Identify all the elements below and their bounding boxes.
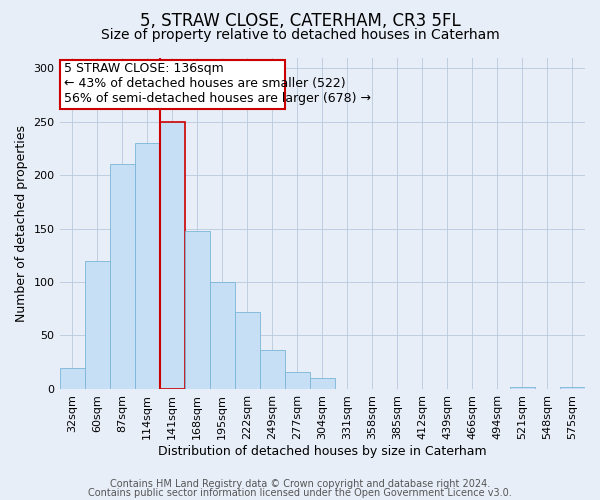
Text: 56% of semi-detached houses are larger (678) →: 56% of semi-detached houses are larger (…	[64, 92, 371, 104]
Bar	[185, 230, 209, 389]
Bar	[260, 350, 285, 389]
FancyBboxPatch shape	[60, 60, 285, 109]
Bar	[110, 164, 134, 389]
Bar	[160, 122, 185, 389]
Text: ← 43% of detached houses are smaller (522): ← 43% of detached houses are smaller (52…	[64, 76, 346, 90]
Bar	[560, 387, 585, 389]
Y-axis label: Number of detached properties: Number of detached properties	[15, 124, 28, 322]
Bar	[510, 387, 535, 389]
Text: Contains public sector information licensed under the Open Government Licence v3: Contains public sector information licen…	[88, 488, 512, 498]
X-axis label: Distribution of detached houses by size in Caterham: Distribution of detached houses by size …	[158, 444, 487, 458]
Bar	[59, 368, 85, 389]
Bar	[235, 312, 260, 389]
Text: Contains HM Land Registry data © Crown copyright and database right 2024.: Contains HM Land Registry data © Crown c…	[110, 479, 490, 489]
Bar	[85, 260, 110, 389]
Text: 5 STRAW CLOSE: 136sqm: 5 STRAW CLOSE: 136sqm	[64, 62, 224, 75]
Bar	[310, 378, 335, 389]
Text: 5, STRAW CLOSE, CATERHAM, CR3 5FL: 5, STRAW CLOSE, CATERHAM, CR3 5FL	[140, 12, 460, 30]
Text: Size of property relative to detached houses in Caterham: Size of property relative to detached ho…	[101, 28, 499, 42]
Bar	[209, 282, 235, 389]
Bar	[285, 372, 310, 389]
Bar	[134, 143, 160, 389]
